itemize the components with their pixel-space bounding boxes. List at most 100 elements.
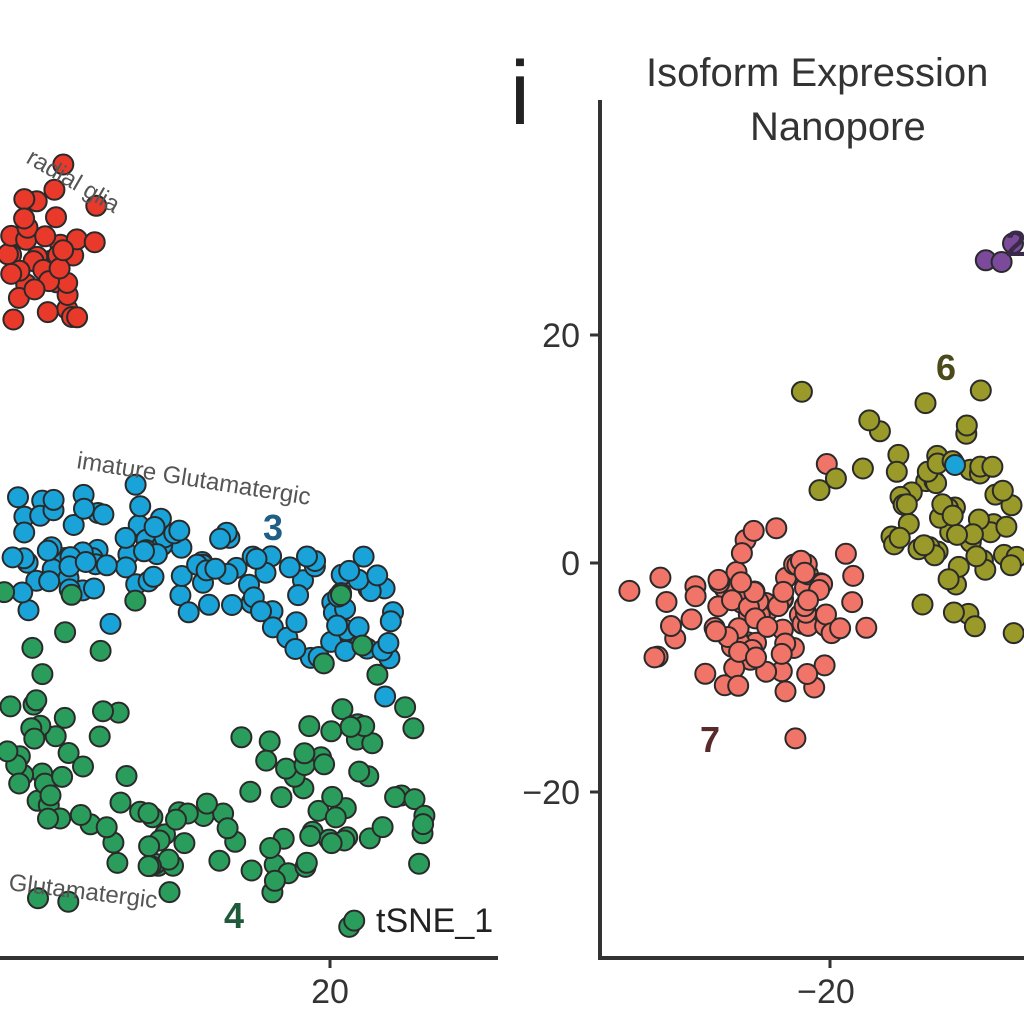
mature-point — [343, 909, 366, 932]
radial-glia-point — [23, 278, 46, 301]
mature-point — [137, 855, 160, 878]
right-y-tick-label-0: 0 — [561, 545, 580, 583]
mature-point — [95, 816, 118, 839]
mature-point — [138, 835, 161, 858]
radial-glia-point — [36, 301, 59, 324]
immature-point — [7, 486, 29, 509]
radial-glia-point — [43, 178, 66, 201]
mature-point — [230, 726, 253, 749]
immature-point — [177, 601, 200, 624]
immature-point — [379, 610, 402, 633]
mature-point — [69, 804, 92, 826]
mature-glutamatergic-label: Glutamatergic — [7, 869, 159, 914]
cluster7-point — [770, 642, 793, 665]
cluster6-point — [995, 515, 1018, 538]
mature-point — [320, 832, 343, 855]
cluster7-point — [655, 591, 678, 613]
mature-point — [25, 689, 48, 712]
immature-point — [36, 539, 59, 562]
right-y-tick-label-neg20: −20 — [522, 774, 580, 812]
cluster-number-3: 3 — [263, 507, 283, 548]
cluster6-point — [981, 455, 1004, 478]
cluster7-point — [797, 589, 819, 612]
mature-point — [394, 696, 417, 719]
mature-point — [173, 832, 196, 855]
cluster7-point — [774, 680, 797, 703]
mature-point — [403, 788, 426, 811]
cluster7-point — [756, 615, 779, 638]
mature-point — [54, 621, 77, 644]
mature-point — [115, 765, 138, 787]
mature-point — [37, 807, 59, 830]
mature-point — [0, 695, 22, 718]
cluster6-point — [963, 615, 986, 638]
cluster7-point — [730, 542, 753, 565]
radial-glia-point — [52, 239, 75, 262]
immature-point — [124, 473, 147, 496]
cluster6-point — [1002, 622, 1024, 645]
left-panel: 20 tSNE_1 radial glia imature Glutamater… — [0, 144, 498, 1011]
immature-point — [347, 616, 370, 639]
mature-point — [412, 813, 435, 836]
cluster-number-2: 2 — [1006, 223, 1024, 264]
cluster7-point — [829, 617, 852, 640]
mature-point — [92, 700, 114, 723]
right-title-line1: Isoform Expression — [646, 51, 988, 95]
mature-point — [270, 786, 293, 809]
immature-point — [170, 565, 193, 587]
immature-point — [250, 600, 272, 623]
mature-point — [216, 817, 239, 840]
mature-point — [275, 757, 298, 780]
immature-point — [338, 559, 361, 582]
mature-point — [53, 706, 76, 729]
cluster7-point — [796, 663, 819, 685]
cluster7-point — [772, 580, 795, 603]
right-x-tick-label: −20 — [797, 973, 855, 1011]
mature-point — [320, 720, 343, 743]
immature-point — [95, 554, 118, 577]
cluster6-point — [790, 380, 813, 403]
mature-point — [195, 792, 218, 815]
cluster6-point — [999, 554, 1022, 577]
cluster6-point — [914, 392, 937, 415]
immature-point — [114, 526, 137, 549]
mature-point — [321, 785, 344, 808]
radial-glia-point — [2, 308, 25, 331]
cluster7-point — [834, 542, 857, 565]
cluster7-point — [784, 727, 807, 750]
mature-point — [23, 727, 46, 750]
mature-point — [208, 849, 231, 872]
immature-point — [62, 514, 85, 536]
right-y-tick-label-20: 20 — [542, 317, 580, 355]
cluster7-point — [618, 579, 641, 602]
cluster6-point — [941, 504, 964, 527]
immature-point — [377, 632, 400, 654]
mature-point — [60, 583, 83, 606]
immature-point — [38, 570, 61, 593]
immature-point — [366, 564, 389, 587]
immature-point — [1, 546, 24, 569]
immature-point — [285, 611, 308, 634]
right-points — [618, 232, 1024, 750]
cluster7-point — [745, 646, 767, 669]
mature-point — [298, 715, 321, 738]
mature-point — [165, 808, 187, 831]
immature-point — [168, 519, 191, 542]
immature-point — [221, 594, 243, 616]
immature-point — [92, 503, 115, 526]
cluster2-point — [1002, 232, 1024, 255]
cluster7-point — [765, 517, 788, 540]
mature-point — [324, 806, 347, 829]
radial-glia-point — [13, 207, 36, 230]
mature-point — [27, 887, 49, 910]
mature-point — [299, 825, 322, 847]
mature-point — [366, 663, 389, 686]
immature-glutamatergic-label: imature Glutamatergic — [75, 447, 312, 511]
cluster6-point — [858, 409, 881, 432]
immature-point — [287, 584, 310, 607]
cluster7-point — [660, 615, 682, 637]
mature-point — [89, 639, 112, 662]
cluster6-point — [942, 601, 965, 624]
cluster7-point — [643, 646, 666, 669]
